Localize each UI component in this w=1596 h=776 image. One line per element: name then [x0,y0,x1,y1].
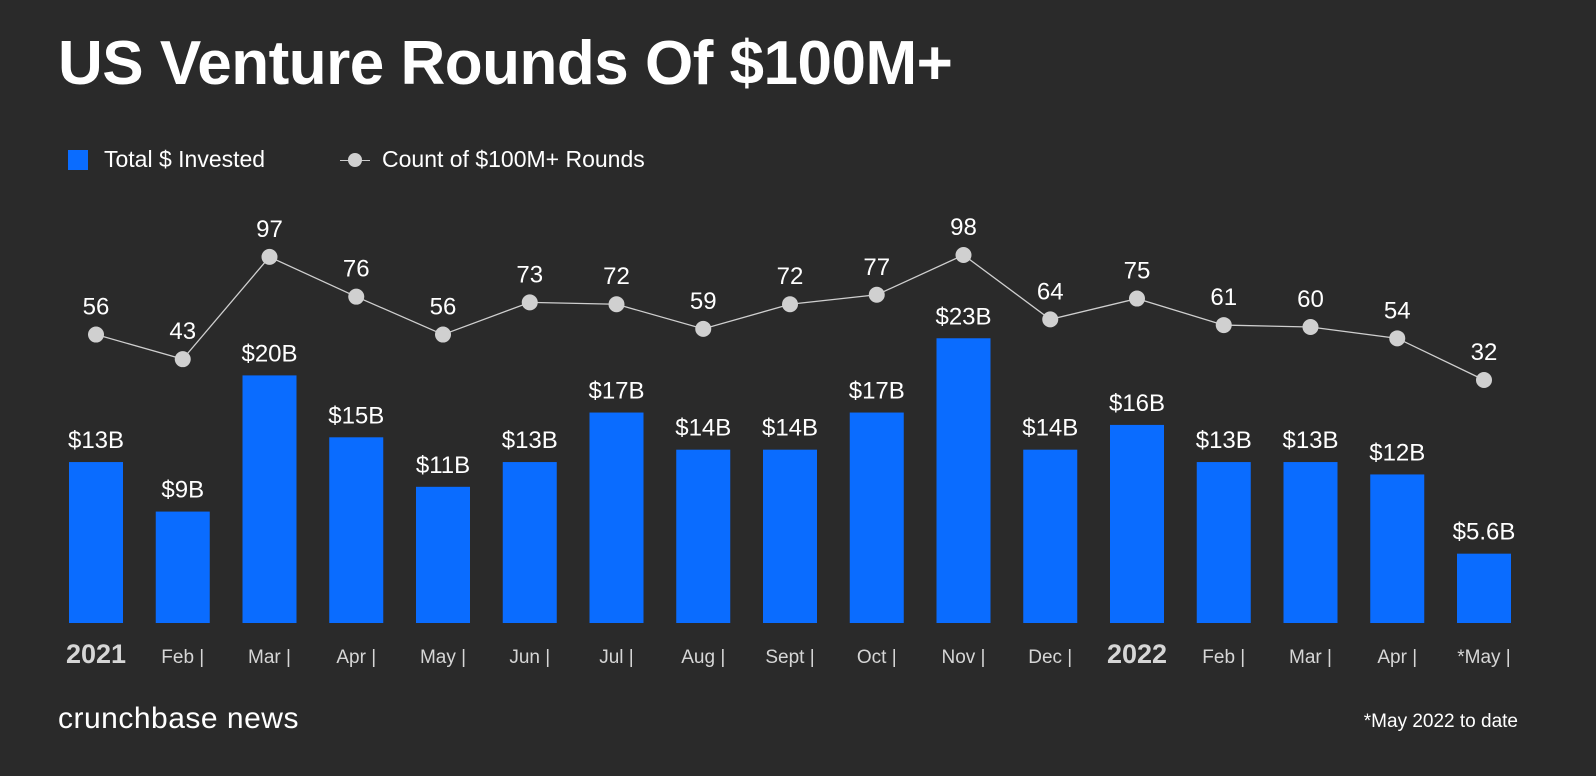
count-point [955,247,972,263]
count-value-label: 75 [1124,258,1151,285]
count-point [174,351,191,368]
bar-value-label: $15B [328,402,384,429]
bar-value-label: $14B [762,415,818,442]
bar-value-label: $9B [161,477,204,504]
count-value-label: 56 [430,294,457,321]
bar [502,462,557,623]
legend-item-count: Count of $100M+ Rounds [340,146,645,173]
count-point [1129,290,1145,307]
bar [676,449,731,623]
bar-value-label: $17B [849,378,905,405]
x-tick-label: Apr | [336,647,376,668]
bar-value-label: $12B [1369,439,1425,466]
count-value-label: 59 [690,288,717,315]
bar-value-label: $14B [675,415,731,442]
x-tick-label: Apr | [1377,647,1417,668]
bar-value-label: $5.6B [1453,519,1516,546]
bar-value-label: $11B [416,452,470,479]
x-tick-label: Mar | [248,647,291,668]
x-tick-label: Feb | [161,647,204,668]
bar-value-label: $13B [1282,427,1338,454]
bar [936,338,991,623]
count-point [1042,311,1059,328]
x-tick-label: Jun | [509,647,550,668]
bar-value-label: $13B [1196,427,1252,454]
count-value-label: 72 [603,263,630,290]
count-point [782,296,798,313]
chart-title: US Venture Rounds Of $100M+ [58,29,953,98]
count-value-label: 97 [256,216,283,243]
bar [1110,424,1164,623]
count-value-label: 76 [343,256,370,283]
count-value-label: 64 [1037,278,1064,305]
bar [763,449,817,623]
x-tick-label: Sept | [765,647,814,668]
legend-bar-swatch [68,149,88,170]
x-tick-label: May | [420,647,466,668]
x-tick-label: Nov | [941,647,985,668]
x-tick-label: Dec | [1028,647,1072,668]
count-value-label: 60 [1297,286,1324,313]
count-value-label: 61 [1210,284,1237,311]
count-point [868,286,885,303]
bar [1370,474,1425,623]
x-tick-label: *May | [1457,647,1511,668]
count-point [435,326,451,343]
count-point [1302,318,1319,335]
count-point [695,320,712,337]
footnote: *May 2022 to date [1363,711,1518,732]
legend-label: Count of $100M+ Rounds [382,146,645,172]
legend-item-total-invested: Total $ Invested [68,146,265,173]
bar-value-label: $20B [241,340,297,367]
bar [1023,449,1078,623]
bar-value-label: $16B [1109,390,1165,417]
count-value-label: 77 [863,254,890,281]
count-value-label: 43 [169,318,196,345]
legend-label: Total $ Invested [104,146,266,172]
bar-value-label: $17B [588,378,644,405]
x-tick-label: Jul | [599,647,634,668]
count-value-label: 54 [1384,297,1411,324]
x-tick-label: Aug | [681,647,725,668]
bar [1196,462,1251,623]
bar [1457,553,1511,623]
legend-line-swatch [340,150,370,170]
brand-logo: crunchbase news [58,702,299,735]
count-point [608,296,625,313]
x-tick-label: Feb | [1202,647,1245,668]
bar [416,486,470,623]
count-value-label: 98 [950,214,977,241]
bar [242,375,297,623]
count-point [1389,330,1406,347]
bar-value-label: $14B [1022,415,1078,442]
count-value-label: 56 [83,294,110,321]
count-value-label: 72 [777,263,804,290]
bar [329,437,384,623]
count-point [1215,317,1232,334]
count-point [261,248,278,265]
x-tick-label: Mar | [1289,647,1332,668]
bar-value-label: $13B [68,427,124,454]
bar-value-label: $13B [502,427,558,454]
count-point [1476,372,1492,389]
count-value-label: 73 [516,261,543,288]
bar [69,462,123,623]
x-tick-label: 2021 [66,639,126,669]
bar [849,412,904,623]
bar-value-label: $23B [935,303,991,330]
count-value-label: 32 [1471,339,1498,366]
bar [155,511,210,623]
bar [589,412,644,623]
count-point [88,326,104,343]
count-point [348,288,365,305]
count-point [521,294,538,311]
x-tick-label: Oct | [857,647,897,668]
x-tick-label: 2022 [1107,639,1167,669]
bar [1283,462,1338,623]
